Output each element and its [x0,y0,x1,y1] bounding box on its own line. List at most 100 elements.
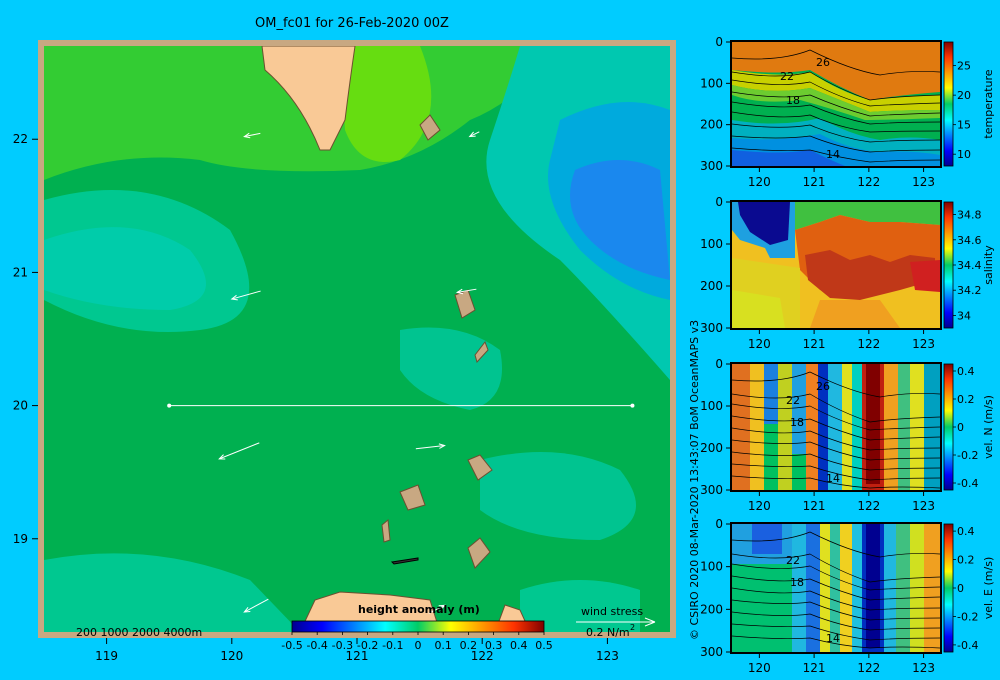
y-tick-label: 100 [700,237,723,251]
section-panel-axes: 120 121 122 123 0 100 200 300 0.4 0.2 0 -0.2 -0.4 vel… [700,517,995,675]
vel-n-field: 26 22 18 14 [732,364,940,490]
contour-label: 14 [826,632,840,645]
vel-e-field: 22 18 14 [732,524,940,652]
vel-e-panel: 22 18 14 [730,522,942,654]
colorbar-label: temperature [982,69,995,138]
x-tick-label: 121 [803,175,826,189]
y-tick-label: 20 [13,399,28,413]
wind-vector-head [468,131,476,138]
colorbar-tick-label: 34.8 [957,209,982,222]
vel-n-panel: 26 22 18 14 [730,362,942,492]
contour-label: 26 [816,380,830,393]
temperature-panel: 26 22 18 14 [730,40,942,168]
colorbar-gradient [943,41,954,167]
y-tick-label: 100 [700,399,723,413]
wind-vector-head [243,132,251,139]
y-tick-label: 300 [700,645,723,659]
y-tick-label: 300 [700,483,723,497]
colorbar-tick-label: 0.1 [434,639,452,652]
contour-label: 18 [790,576,804,589]
colorbar-tick-label: 0.2 [957,554,975,567]
wind-vector-head [455,288,464,295]
colorbar-gradient [943,363,954,491]
salinity-field [732,202,940,328]
colorbar-gradient [291,620,545,633]
colorbar-tick-label: 0.3 [485,639,503,652]
y-tick-label: 0 [715,195,723,209]
contour-label: 26 [816,56,830,69]
contour-label: 18 [786,94,800,107]
vel-n-isotherms [732,371,940,489]
colorbar-tick-label: 0.5 [535,639,553,652]
x-tick-label: 119 [95,649,118,663]
temperature-isotherms [732,49,940,163]
x-tick-label: 122 [857,175,880,189]
colorbar-tick-label: 0.4 [957,365,975,378]
wind-vector-head [438,604,446,611]
section-line-endpoint [630,403,635,408]
y-tick-label: 19 [13,532,28,546]
section-panel-axes: 120 121 122 123 0 100 200 300 34.8 34.6 34.4 34.2 34… [700,195,995,351]
colorbar-tick-label: 0.4 [957,525,975,538]
x-tick-label: 123 [912,337,935,351]
wind-vector [415,445,445,450]
colorbar-gradient [943,201,954,329]
colorbar-tick-label: 0.4 [510,639,528,652]
y-tick-label: 300 [700,321,723,335]
y-tick-label: 200 [700,602,723,616]
x-tick-label: 123 [596,649,619,663]
wind-vector [428,604,445,614]
wind-vector-head [230,294,238,301]
colorbar-ticks: -0.5 -0.4 -0.3 -0.2 -0.1 0 0.1 0.2 0.3 0.4 0.5 [281,632,553,652]
wind-scale-arrowhead [644,617,656,627]
colorbar-tick-label: 34.6 [957,234,982,247]
y-tick-label: 300 [700,159,723,173]
salinity-panel [730,200,942,330]
colorbar-tick-label: 34.2 [957,284,982,297]
colorbar-tick-label: 20 [957,89,971,102]
x-tick-label: 120 [748,175,771,189]
wind-vector-head [218,454,226,460]
section-line-endpoint [167,403,172,408]
colorbar-tick-label: 0 [415,639,422,652]
x-tick-label: 123 [912,661,935,675]
colorbar-tick-label: 10 [957,148,971,161]
wind-vectors [218,131,480,614]
colorbar-tick-label: -0.4 [957,477,978,490]
colorbar-tick-label: -0.1 [382,639,403,652]
x-tick-label: 121 [803,661,826,675]
wind-scale: wind stress 0.2 N/m 2 [576,605,656,639]
wind-vector-head [243,607,251,613]
x-tick-label: 120 [748,661,771,675]
y-tick-label: 100 [700,76,723,90]
colorbar-tick-label: 0.2 [460,639,478,652]
colorbar-tick-label: -0.4 [957,639,978,652]
x-tick-label: 120 [748,337,771,351]
map-x-axis: 119 120 121 122 123 [95,638,619,663]
x-tick-label: 120 [748,499,771,513]
y-tick-label: 0 [715,517,723,531]
x-tick-label: 121 [803,337,826,351]
x-tick-label: 122 [857,337,880,351]
wind-vector [244,132,261,138]
colorbar-tick-label: -0.2 [357,639,378,652]
colorbar-tick-label: 15 [957,119,971,132]
colorbar-title: height anomaly (m) [358,603,480,616]
map-panel: 200 1000 2000 4000m height anomaly (m) -… [13,40,676,663]
colorbar-tick-label: -0.5 [281,639,302,652]
wind-vector [219,442,260,460]
wind-vector-head [438,443,446,449]
colorbar-tick-label: -0.2 [957,449,978,462]
colorbar-tick-label: 34.4 [957,259,982,272]
section-line [167,403,635,408]
x-tick-label: 121 [803,499,826,513]
y-tick-label: 200 [700,118,723,132]
temperature-field: 26 22 18 14 [732,42,940,166]
wind-vector [231,290,261,300]
colorbar-tick-label: 25 [957,60,971,73]
section-axes: 120 121 122 123 0 100 200 300 25 20 15 10 temperatur… [700,35,995,675]
y-tick-label: 21 [13,265,28,279]
contour-label: 22 [786,394,800,407]
wind-scale-exponent: 2 [630,623,635,632]
